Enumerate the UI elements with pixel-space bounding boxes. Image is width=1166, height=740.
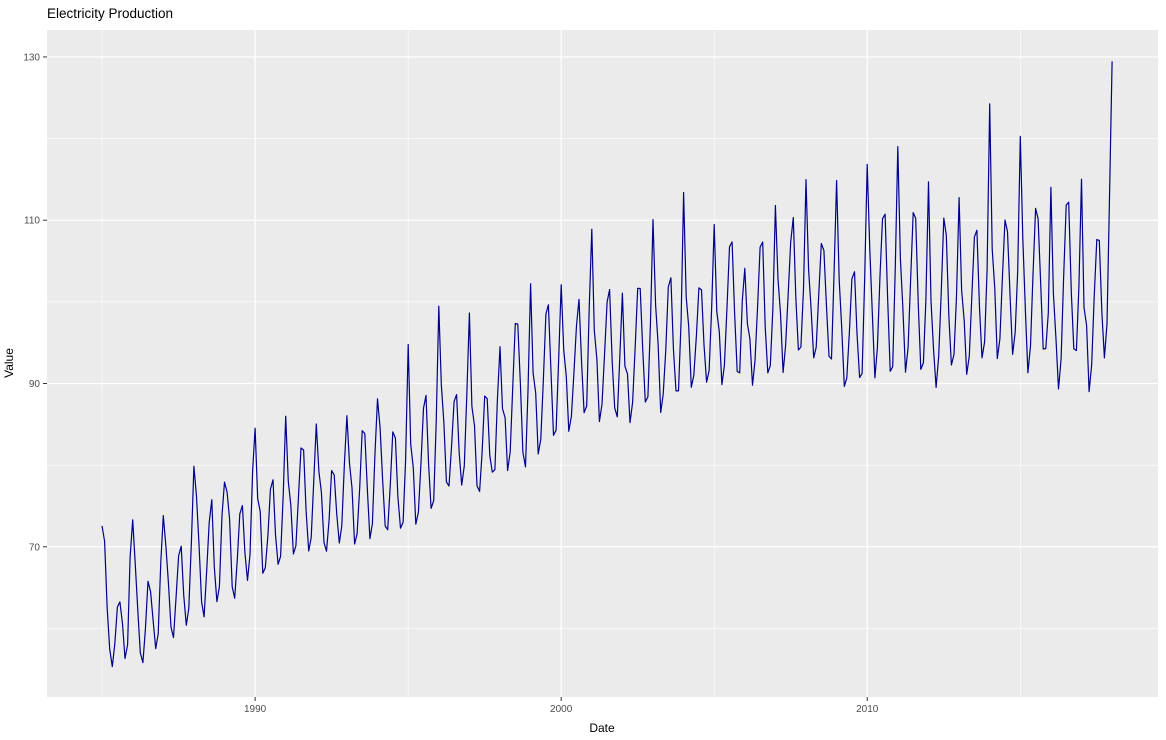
y-axis-title: Value <box>2 348 16 378</box>
y-tick-label: 90 <box>29 379 41 390</box>
panel-background <box>47 30 1158 697</box>
x-tick-label: 2010 <box>856 704 879 715</box>
x-axis-title: Date <box>589 721 615 735</box>
y-tick-label: 70 <box>29 542 41 553</box>
chart-title: Electricity Production <box>47 6 173 21</box>
plot-layer: 1990 2000 2010 70 90 110 130 <box>23 30 1158 715</box>
x-tick-label: 2000 <box>550 704 573 715</box>
y-tick-label: 110 <box>24 216 40 227</box>
axes: 1990 2000 2010 70 90 110 130 <box>23 52 878 715</box>
x-tick-label: 1990 <box>244 704 267 715</box>
y-tick-label: 130 <box>23 52 40 63</box>
series-line-value <box>101 61 1113 668</box>
